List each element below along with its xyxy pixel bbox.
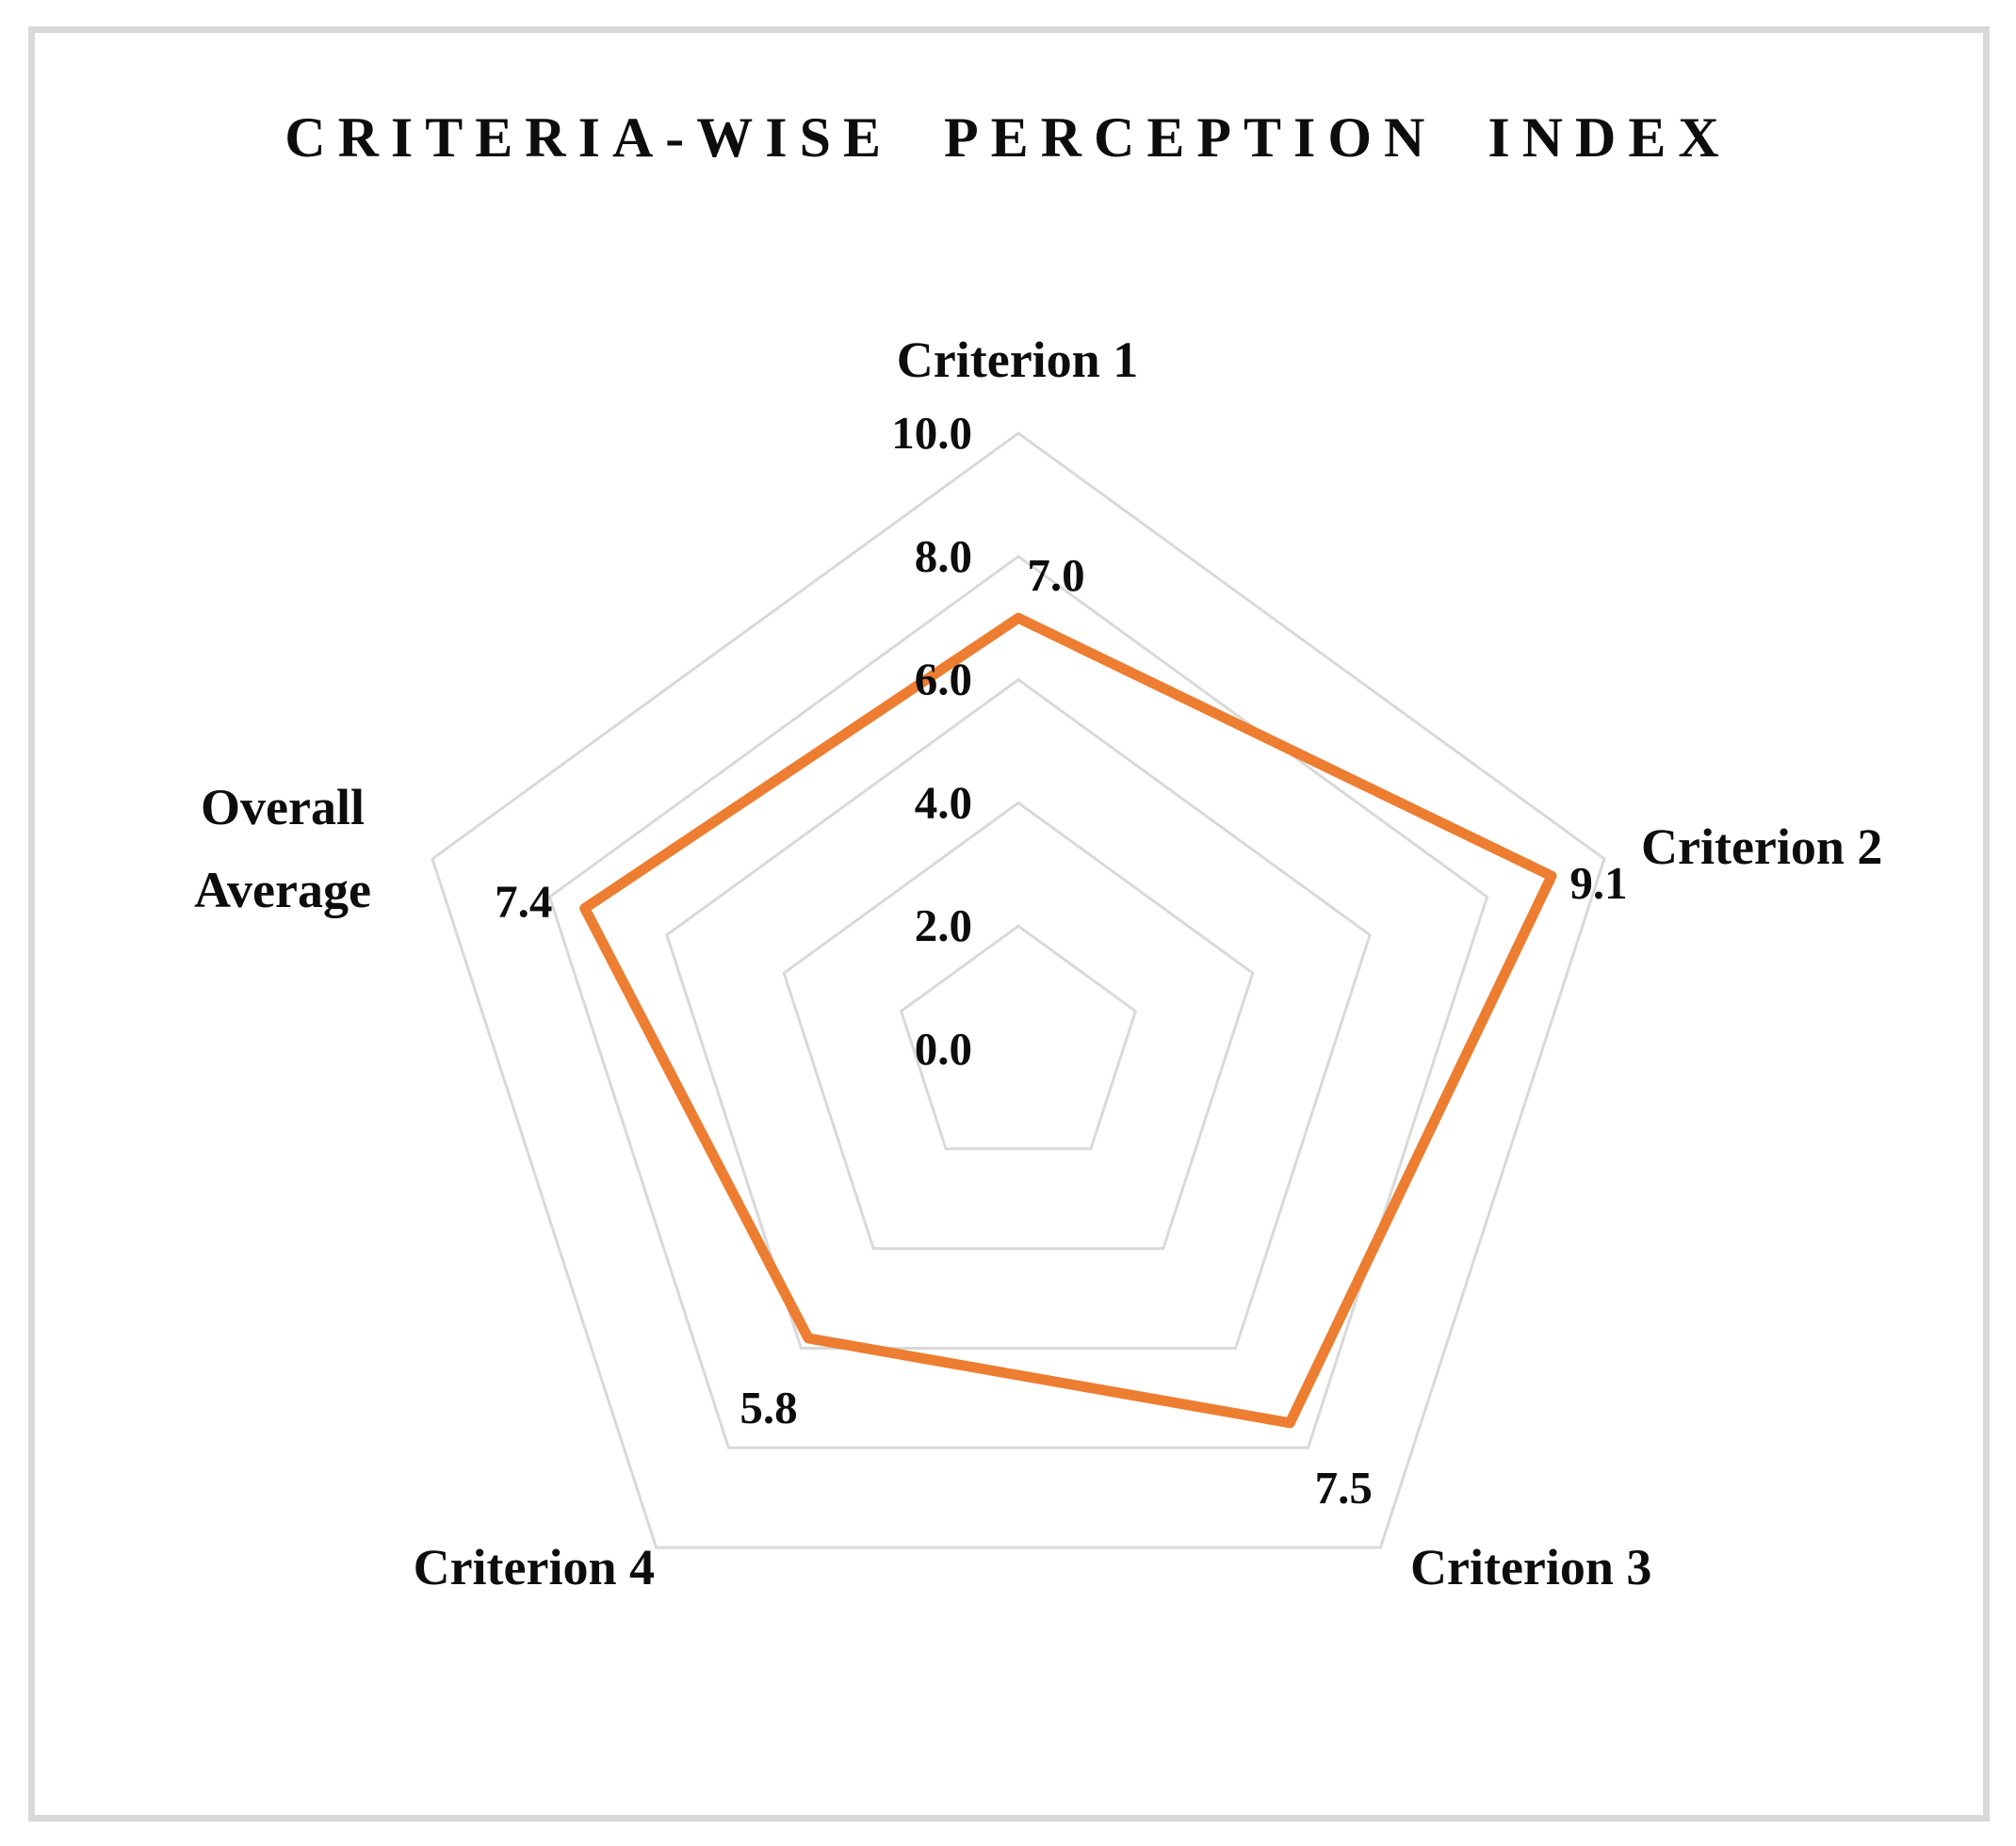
tick-label: 4.0 — [915, 776, 972, 828]
category-label: Criterion 1 — [897, 332, 1138, 388]
series-polygon — [579, 612, 1557, 1429]
data-label: 7.4 — [495, 875, 552, 927]
grid-ring — [547, 554, 1489, 1449]
tick-label: 2.0 — [915, 899, 972, 951]
grid-ring — [665, 677, 1372, 1350]
tick-label: 8.0 — [915, 530, 972, 582]
tick-label: 6.0 — [915, 654, 972, 705]
grid-ring — [899, 924, 1138, 1151]
chart-title: CRITERIA-WISE PERCEPTION INDEX — [285, 106, 1731, 169]
grid-ring — [782, 801, 1255, 1251]
category-label: Criterion 2 — [1641, 818, 1882, 875]
category-label: Criterion 4 — [414, 1539, 655, 1595]
data-label: 7.0 — [1027, 549, 1084, 601]
data-label: 9.1 — [1569, 857, 1627, 909]
data-label: 5.8 — [740, 1382, 797, 1433]
category-label: Criterion 3 — [1410, 1539, 1651, 1595]
category-label: Overall Average — [194, 779, 371, 918]
data-label: 7.5 — [1315, 1462, 1373, 1514]
tick-label: 10.0 — [891, 407, 972, 459]
chart-frame-border — [28, 26, 1990, 1822]
grid-ring — [431, 431, 1606, 1549]
tick-label: 0.0 — [915, 1023, 972, 1075]
